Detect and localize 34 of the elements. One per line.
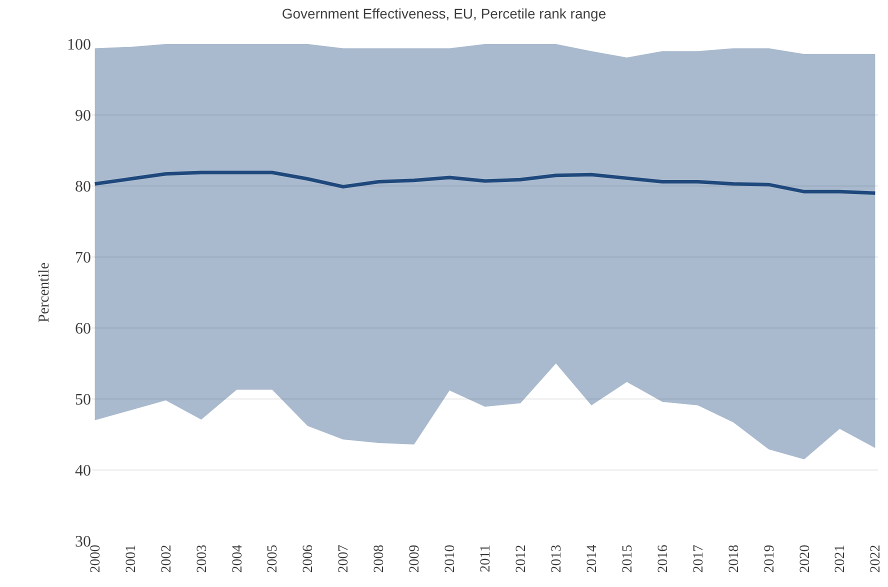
y-tick-label: 100 [67,36,91,54]
y-tick-label: 30 [75,534,91,551]
x-tick-label: 2005 [266,544,281,573]
y-axis-title: Percentile [36,262,52,322]
x-tick-label: 2003 [194,544,210,573]
y-tick-label: 40 [75,462,91,480]
x-tick-label: 2011 [478,544,494,572]
x-tick-label: 2007 [336,544,352,573]
x-tick-label: 2008 [372,544,388,573]
x-tick-label: 2016 [656,544,671,573]
x-tick-label: 2021 [833,544,848,573]
y-tick-label: 70 [75,250,91,267]
x-tick-label: 2013 [549,544,564,573]
x-tick-label: 2018 [726,544,742,573]
y-tick-label: 60 [75,320,91,338]
x-tick-label: 2022 [868,544,884,573]
x-tick-label: 2009 [408,544,423,573]
x-tick-label: 2010 [443,544,458,573]
y-tick-label: 90 [75,108,91,125]
y-tick-label: 80 [75,178,91,196]
y-tick-label: 50 [75,392,91,409]
x-tick-label: 2019 [762,544,778,573]
x-tick-label: 2002 [159,544,174,573]
line-series [93,170,877,195]
x-tick-label: 2014 [584,544,600,573]
x-tick-label: 2004 [230,544,246,573]
x-tick-label: 2012 [514,544,530,573]
x-tick-label: 2006 [301,544,316,573]
chart-title: Government Effectiveness, EU, Percetile rank range [282,6,606,22]
x-tick-label: 2017 [691,544,706,573]
x-tick-label: 2001 [124,544,139,573]
x-tick-label: 2020 [798,544,813,573]
x-tick-label: 2015 [620,544,636,573]
x-tick-label: 2000 [88,544,104,573]
